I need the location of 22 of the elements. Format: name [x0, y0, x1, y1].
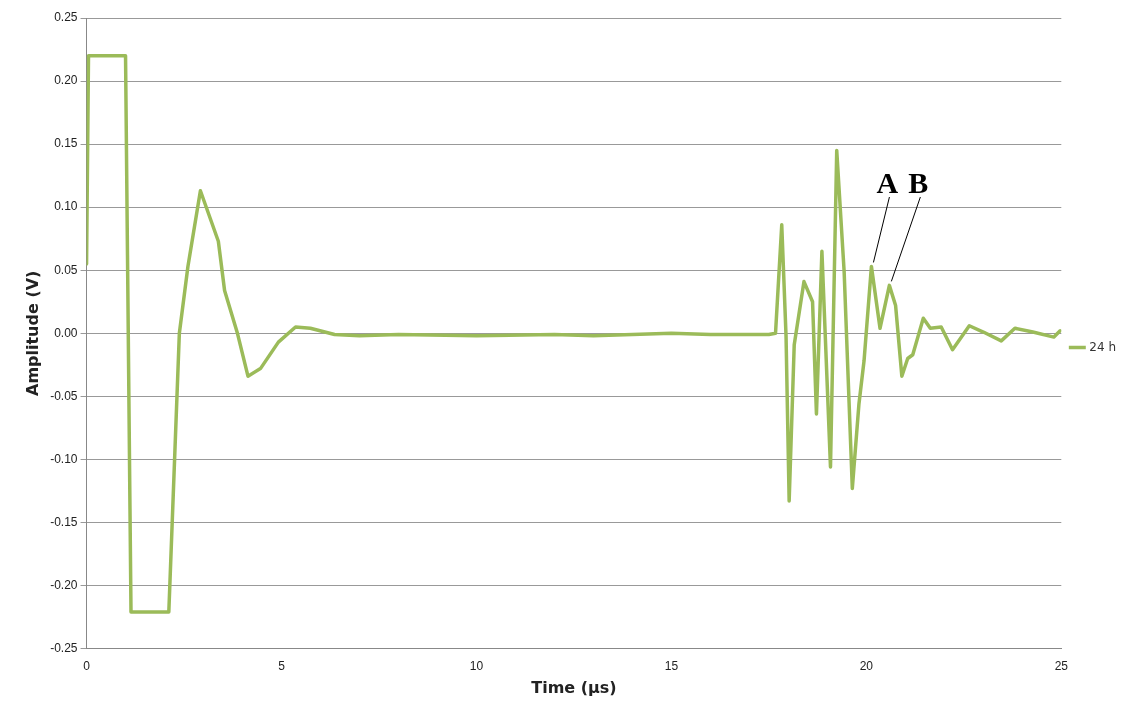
legend-label: 24 h: [1089, 339, 1117, 354]
y-tick-label: -0.15: [50, 514, 78, 529]
annotation: A: [876, 166, 899, 199]
x-axis-title: Time (µs): [531, 677, 617, 697]
y-tick-label: 0.05: [54, 262, 78, 277]
y-tick-label: 0.25: [54, 10, 78, 25]
y-tick-label: -0.10: [50, 451, 78, 466]
annotation: B: [908, 166, 929, 199]
y-tick-label: 0.10: [54, 199, 78, 214]
x-tick-label: 5: [278, 659, 286, 674]
y-tick-label: -0.25: [50, 640, 78, 655]
x-tick-label: 10: [469, 659, 484, 674]
y-axis-title: Amplitude (V): [22, 270, 42, 396]
y-tick-label: 0.20: [54, 73, 78, 88]
x-tick-label: 20: [859, 659, 874, 674]
y-tick-label: -0.05: [50, 388, 78, 403]
y-tick-label: -0.20: [50, 577, 78, 592]
x-tick-label: 15: [664, 659, 679, 674]
x-tick-label: 25: [1054, 659, 1069, 674]
x-tick-label: 0: [83, 659, 91, 674]
y-tick-label: 0.15: [54, 136, 78, 151]
y-tick-label: 0.00: [54, 325, 78, 340]
